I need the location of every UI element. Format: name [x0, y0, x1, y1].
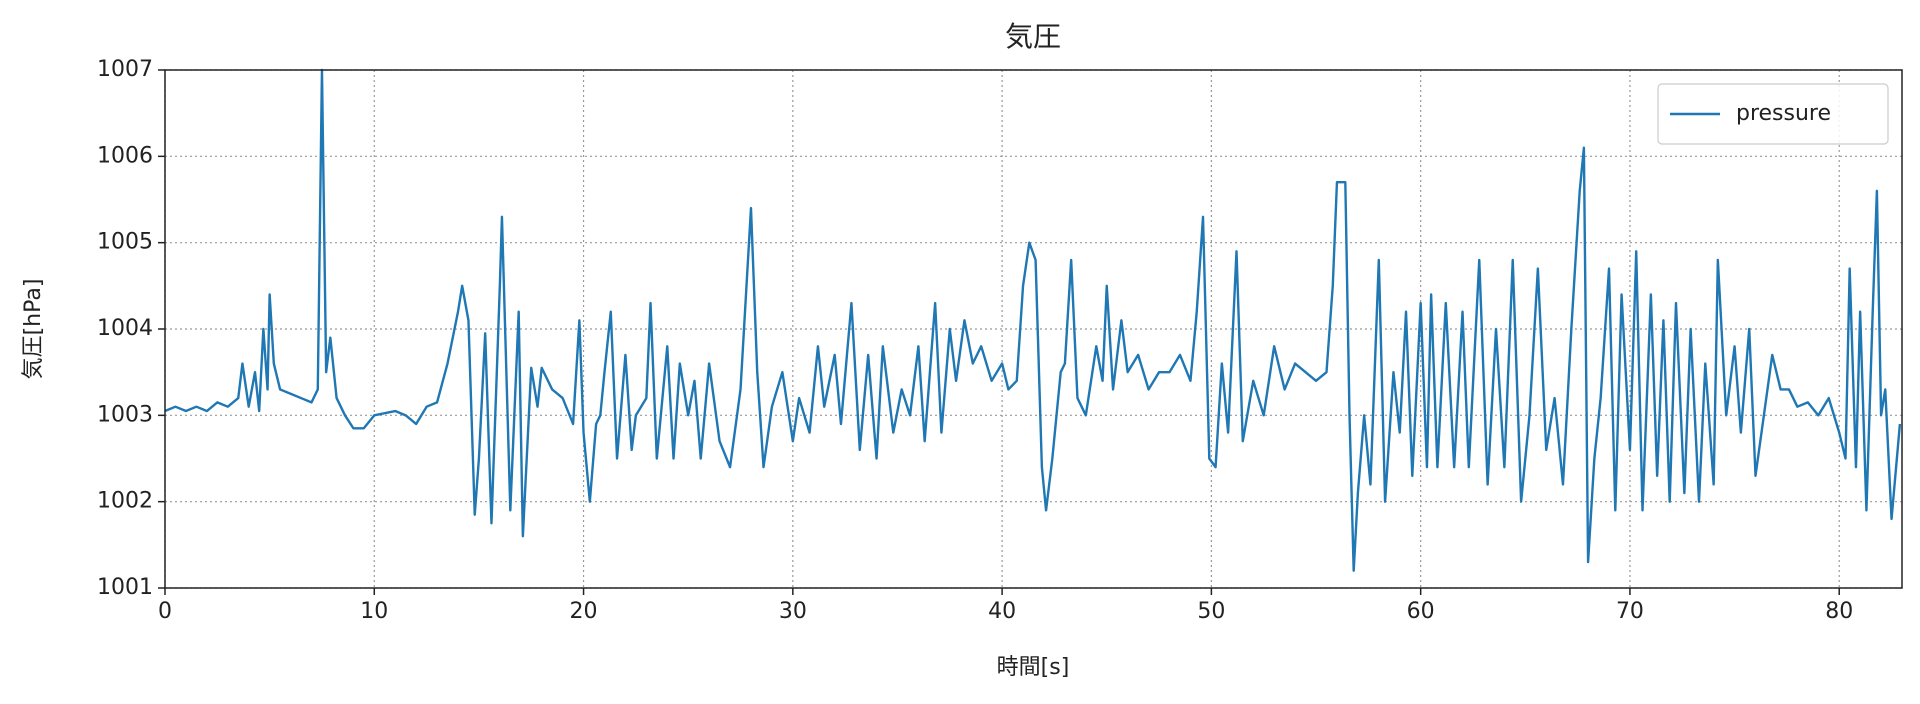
x-tick-label: 80 — [1825, 599, 1853, 624]
y-tick-label: 1002 — [97, 489, 153, 514]
y-tick-label: 1007 — [97, 57, 153, 82]
x-tick-label: 10 — [360, 599, 388, 624]
legend-label: pressure — [1736, 101, 1831, 126]
x-tick-label: 40 — [988, 599, 1016, 624]
y-tick-label: 1003 — [97, 402, 153, 427]
y-tick-label: 1005 — [97, 230, 153, 255]
y-tick-label: 1004 — [97, 316, 153, 341]
y-axis-label: 気圧[hPa] — [21, 279, 46, 380]
plot-frame — [164, 69, 1903, 589]
y-tick-label: 1001 — [97, 575, 153, 600]
x-tick-label: 30 — [779, 599, 807, 624]
x-axis-label: 時間[s] — [997, 655, 1070, 680]
data-line — [164, 68, 1902, 572]
y-tick-label: 1006 — [97, 143, 153, 168]
x-tick-label: 60 — [1407, 599, 1435, 624]
legend-box — [1657, 83, 1889, 145]
chart-title: 気圧 — [1005, 20, 1061, 53]
x-tick-label: 50 — [1197, 599, 1225, 624]
x-tick-label: 0 — [158, 599, 172, 624]
x-tick-label: 20 — [570, 599, 598, 624]
x-tick-label: 70 — [1616, 599, 1644, 624]
